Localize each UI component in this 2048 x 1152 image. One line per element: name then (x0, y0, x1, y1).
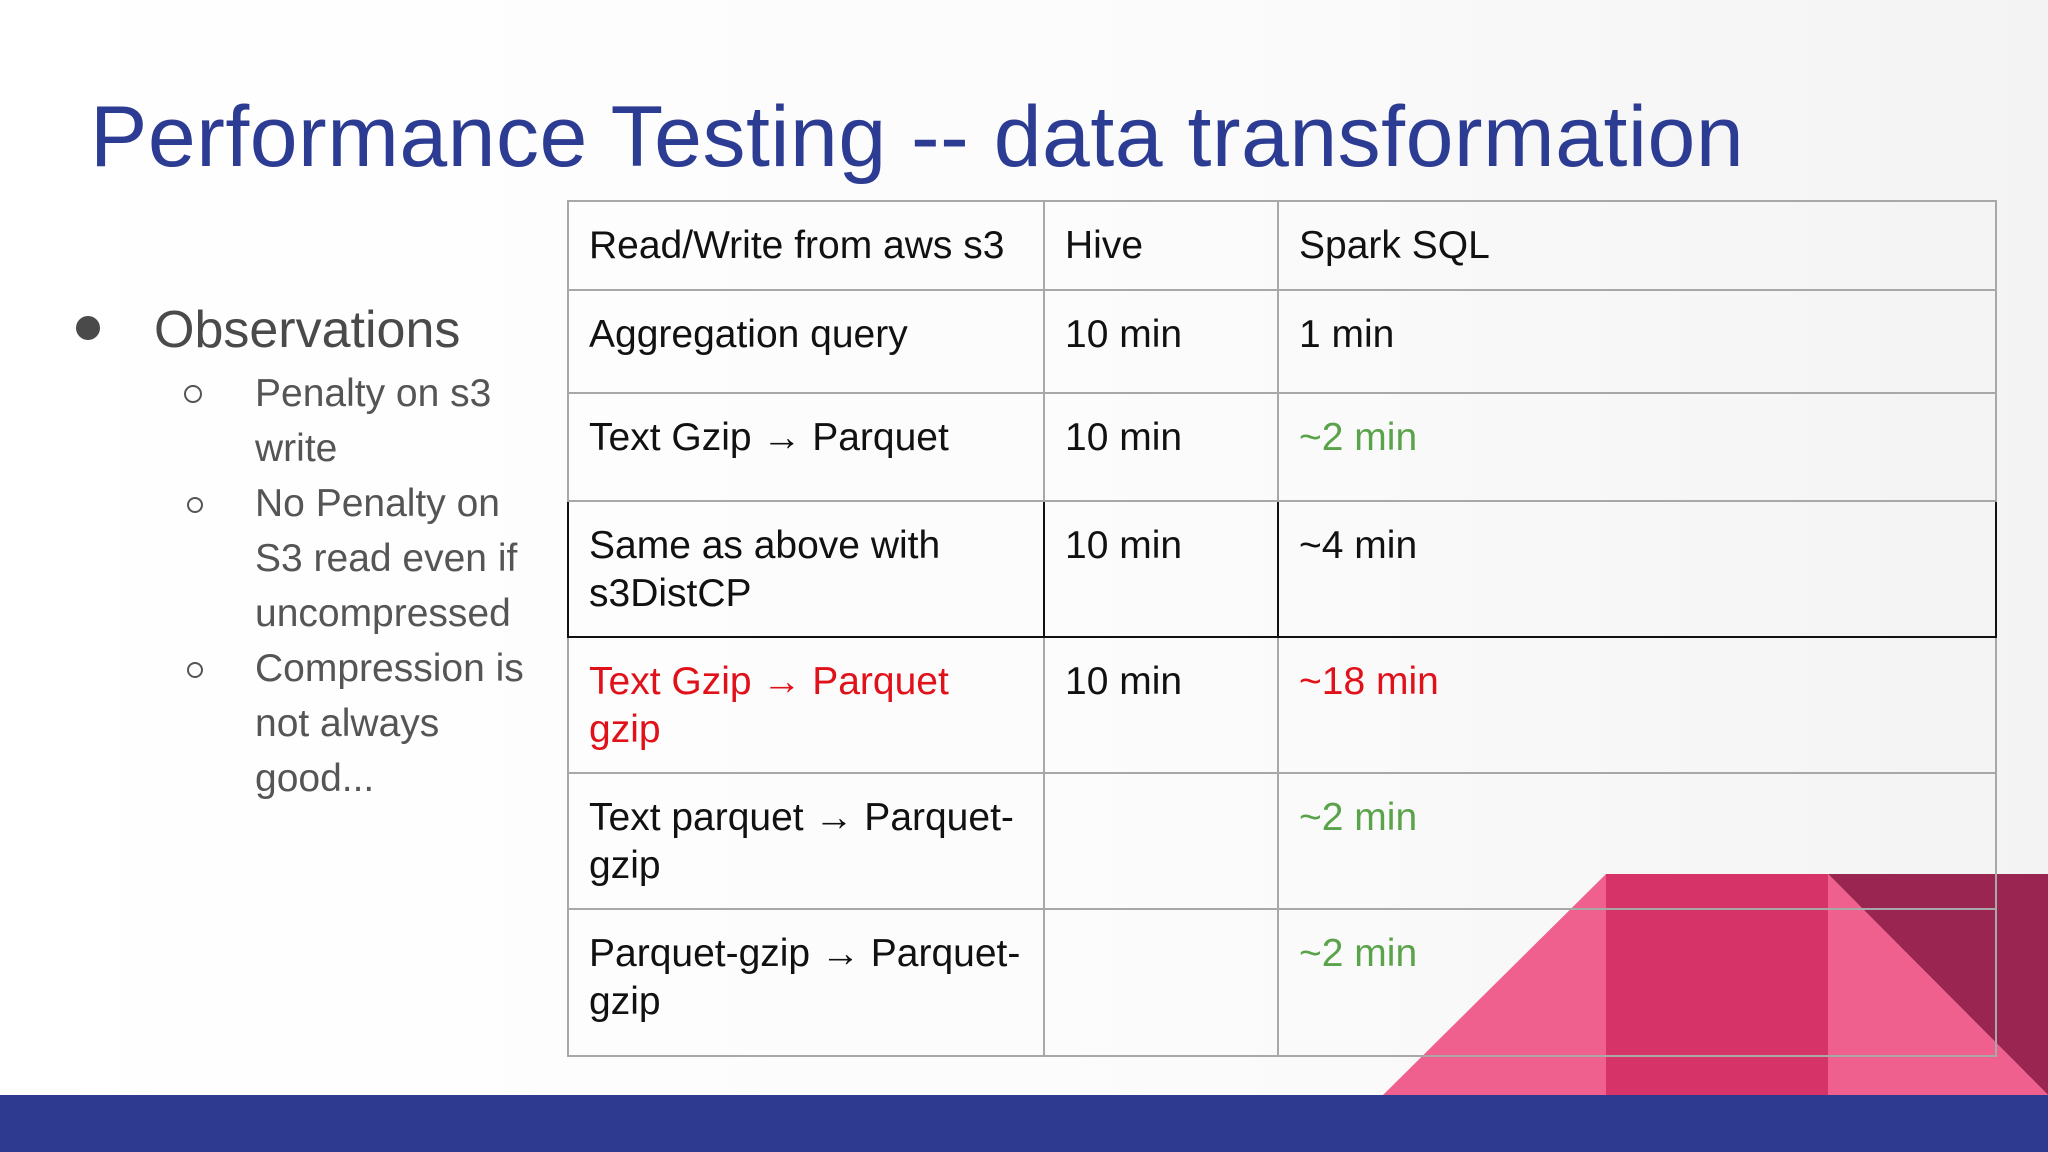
table-header-cell: Read/Write from aws s3 (567, 200, 1045, 291)
table-row: Text parquet → Parquet-gzip ~2 min (567, 772, 1997, 910)
observation-item: Compression is not always good... (255, 647, 524, 800)
table-cell: 1 min (1277, 289, 1997, 394)
sub-bullet-ring (187, 662, 203, 678)
table-cell: Text parquet → Parquet-gzip (567, 772, 1045, 910)
table-header-row: Read/Write from aws s3 Hive Spark SQL (567, 200, 1997, 291)
table-cell: ~2 min (1277, 908, 1997, 1057)
sub-bullet-ring (187, 497, 203, 513)
table-row: Aggregation query 10 min 1 min (567, 289, 1997, 394)
table-cell (1043, 908, 1279, 1057)
table-cell: Text Gzip → Parquet gzip (567, 636, 1045, 774)
table-cell: ~18 min (1277, 636, 1997, 774)
comparison-table: Read/Write from aws s3 Hive Spark SQL Ag… (567, 200, 1997, 1057)
table-cell: 10 min (1043, 500, 1279, 638)
table-header-cell: Hive (1043, 200, 1279, 291)
table-row: Text Gzip → Parquet gzip 10 min ~18 min (567, 636, 1997, 774)
bullet-dot (76, 316, 100, 340)
footer-bar (0, 1095, 2048, 1152)
table-cell (1043, 772, 1279, 910)
table-header-cell: Spark SQL (1277, 200, 1997, 291)
table-row: Text Gzip → Parquet 10 min ~2 min (567, 392, 1997, 502)
table-cell: Aggregation query (567, 289, 1045, 394)
table-cell: ~2 min (1277, 772, 1997, 910)
table-cell: 10 min (1043, 636, 1279, 774)
table-cell: Text Gzip → Parquet (567, 392, 1045, 502)
table-cell: ~2 min (1277, 392, 1997, 502)
observation-item: Penalty on s3 write (255, 372, 492, 470)
table-cell: 10 min (1043, 289, 1279, 394)
page-title: Performance Testing -- data transformati… (90, 89, 1745, 185)
table-row-highlighted: Same as above with s3DistCP 10 min ~4 mi… (567, 500, 1997, 638)
observations-heading: Observations (154, 301, 461, 359)
table-cell: 10 min (1043, 392, 1279, 502)
table-cell: Parquet-gzip → Parquet-gzip (567, 908, 1045, 1057)
observation-item: No Penalty on S3 read even if uncompress… (255, 482, 518, 635)
table-cell: Same as above with s3DistCP (567, 500, 1045, 638)
sub-bullet-ring (184, 385, 202, 403)
table-row: Parquet-gzip → Parquet-gzip ~2 min (567, 908, 1997, 1057)
table-cell: ~4 min (1277, 500, 1997, 638)
